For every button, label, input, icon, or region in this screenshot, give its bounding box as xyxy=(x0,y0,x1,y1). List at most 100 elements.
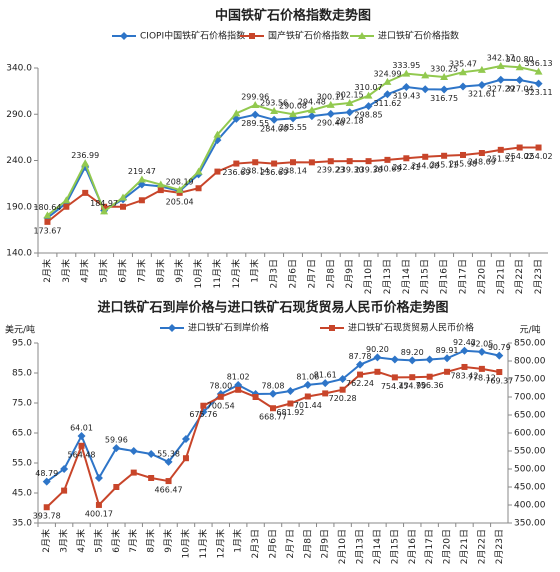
data-label: 92.05 xyxy=(470,339,493,348)
marker xyxy=(496,369,503,376)
data-label: 294.48 xyxy=(298,98,326,107)
x-tick-label: 2月13日 xyxy=(355,529,366,564)
marker xyxy=(421,71,430,79)
x-tick-label: 5月末 xyxy=(92,529,104,553)
data-label: 316.75 xyxy=(430,94,458,103)
marker xyxy=(357,371,364,378)
marker xyxy=(422,153,429,160)
marker xyxy=(194,167,203,175)
data-label: 248.09 xyxy=(468,158,496,167)
marker xyxy=(515,75,524,84)
data-label: 245.11 xyxy=(430,160,458,169)
data-label: 319.43 xyxy=(392,92,420,101)
legend-label: 进口铁矿石现货贸易人民币价格 xyxy=(348,322,474,334)
y2-tick-label: 800.00 xyxy=(514,357,546,367)
marker xyxy=(289,110,297,118)
data-label: 90.79 xyxy=(488,343,511,352)
marker xyxy=(515,63,524,71)
marker xyxy=(460,151,466,158)
data-label: 311.62 xyxy=(373,99,401,108)
legend-label: 国产铁矿石价格指数 xyxy=(268,30,349,42)
marker xyxy=(383,90,392,99)
marker xyxy=(364,102,373,111)
x-tick-label: 7月末 xyxy=(127,529,139,553)
data-label: 340.80 xyxy=(506,55,534,64)
data-label: 90.20 xyxy=(366,345,389,354)
marker xyxy=(138,197,145,204)
marker xyxy=(373,353,382,362)
x-tick-label: 8月末 xyxy=(154,259,166,283)
y2-tick-label: 700.00 xyxy=(514,393,546,403)
x-tick-label: 2月6日 xyxy=(268,529,279,558)
y-tick-label: 45.0 xyxy=(12,489,32,499)
x-tick-label: 9月末 xyxy=(162,529,174,553)
marker xyxy=(425,355,434,364)
marker xyxy=(81,159,90,167)
data-label: 81.02 xyxy=(227,372,250,381)
data-label: 700.54 xyxy=(207,401,235,410)
y2-tick-label: 650.00 xyxy=(514,411,546,421)
data-label: 754.99 xyxy=(398,382,426,391)
y-tick-label: 35.0 xyxy=(12,519,32,529)
x-tick-label: 3月末 xyxy=(58,529,70,553)
marker xyxy=(251,110,260,119)
marker xyxy=(195,185,202,192)
marker xyxy=(495,351,504,360)
x-tick-label: 2月17日 xyxy=(424,529,435,564)
marker xyxy=(326,100,335,108)
data-label: 92.42 xyxy=(453,338,476,347)
marker xyxy=(82,189,89,196)
data-label: 205.04 xyxy=(166,197,194,206)
x-tick-label: 7月末 xyxy=(135,259,147,283)
x-tick-label: 11月末 xyxy=(197,529,209,558)
x-tick-label: 2月21日 xyxy=(495,259,506,294)
data-label: 240.69 xyxy=(373,164,401,173)
marker xyxy=(271,160,278,167)
x-tick-label: 2月16日 xyxy=(407,529,418,564)
marker xyxy=(120,203,126,210)
marker xyxy=(77,431,86,440)
marker xyxy=(421,85,430,94)
data-label: 48.79 xyxy=(35,469,58,478)
marker xyxy=(175,185,184,193)
marker xyxy=(461,363,468,370)
x-tick-label: 2月14日 xyxy=(401,259,412,294)
x-tick-label: 2月20日 xyxy=(476,259,487,294)
marker xyxy=(321,379,330,388)
marker xyxy=(129,447,138,455)
x-tick-label: 1月末 xyxy=(249,259,261,283)
x-tick-label: 2月23日 xyxy=(494,529,505,564)
marker xyxy=(496,75,505,84)
marker xyxy=(156,180,165,188)
x-tick-label: 2月16日 xyxy=(439,259,450,294)
x-tick-label: 12月末 xyxy=(214,529,226,558)
marker xyxy=(251,101,260,109)
marker xyxy=(402,69,411,77)
marker xyxy=(426,373,433,380)
x-tick-label: 2月22日 xyxy=(476,529,487,564)
x-tick-label: 2月20日 xyxy=(442,529,453,564)
data-label: 681.92 xyxy=(276,408,304,417)
marker xyxy=(287,400,294,407)
y-tick-label: 190.0 xyxy=(6,202,32,212)
x-tick-label: 2月17日 xyxy=(458,259,469,294)
data-label: 762.24 xyxy=(346,379,374,388)
data-label: 251.51 xyxy=(487,154,515,163)
marker xyxy=(478,365,485,372)
marker xyxy=(100,207,109,215)
marker xyxy=(147,450,156,458)
y-tick-label: 140.0 xyxy=(6,249,32,259)
data-label: 239.23 xyxy=(317,166,345,175)
data-label: 335.47 xyxy=(449,60,477,69)
marker xyxy=(477,81,486,90)
marker xyxy=(270,106,279,114)
data-label: 254.02 xyxy=(525,152,553,161)
data-label: 720.28 xyxy=(329,394,357,403)
chart-title: 进口铁矿石到岸价格与进口铁矿石现货贸易人民币价格走势图 xyxy=(97,300,448,316)
marker xyxy=(534,67,543,75)
data-label: 292.18 xyxy=(336,117,364,126)
y2-tick-label: 400.00 xyxy=(514,501,546,511)
data-label: 754.47 xyxy=(381,382,409,391)
marker xyxy=(496,61,505,69)
data-label: 783.42 xyxy=(450,371,478,380)
